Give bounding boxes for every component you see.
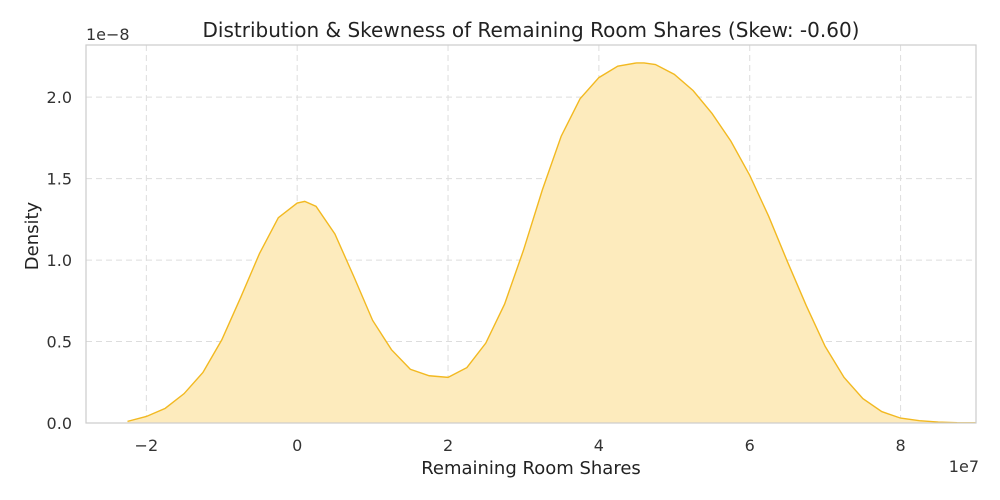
- y-tick-label: 1.0: [47, 251, 72, 270]
- density-area: [127, 62, 977, 424]
- plot-frame: [85, 44, 977, 424]
- x-tick-label: 8: [895, 436, 905, 455]
- x-offset-label: 1e7: [949, 457, 979, 476]
- data-layer: [127, 62, 977, 424]
- tick-layer: −2 0 2 4 6 8 0.0 0.5 1.0 1.5 2.0: [47, 88, 906, 455]
- x-tick-label: −2: [135, 436, 159, 455]
- y-offset-label: 1e−8: [86, 25, 130, 44]
- y-tick-label: 0.0: [47, 414, 72, 433]
- x-tick-label: 4: [594, 436, 604, 455]
- chart-title: Distribution & Skewness of Remaining Roo…: [203, 18, 860, 42]
- y-tick-label: 1.5: [47, 170, 72, 189]
- x-tick-label: 2: [443, 436, 453, 455]
- y-axis-label: Density: [22, 201, 43, 270]
- x-tick-label: 6: [745, 436, 755, 455]
- x-axis-label: Remaining Room Shares: [421, 458, 641, 479]
- y-tick-label: 0.5: [47, 333, 72, 352]
- y-tick-label: 2.0: [47, 88, 72, 107]
- x-tick-label: 0: [292, 436, 302, 455]
- density-line: [127, 62, 977, 424]
